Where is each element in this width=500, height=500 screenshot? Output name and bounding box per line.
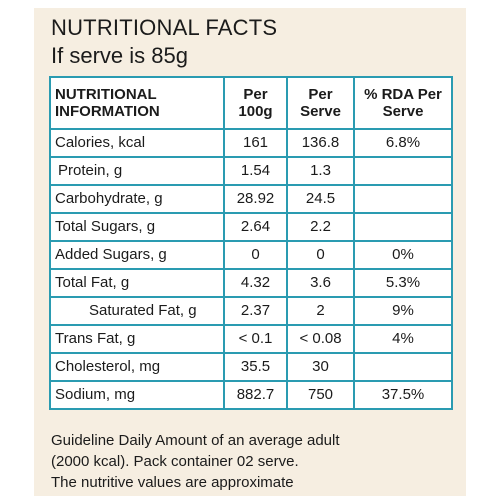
value-per-serve: 2.2 xyxy=(286,212,355,242)
nutrient-name: Sodium, mg xyxy=(49,380,225,410)
table-row: Trans Fat, g < 0.1 < 0.08 4% xyxy=(49,324,453,354)
footnote: Guideline Daily Amount of an average adu… xyxy=(51,430,456,493)
header-nutritional-information: NUTRITIONAL INFORMATION xyxy=(49,76,225,130)
table-row: Total Sugars, g 2.64 2.2 xyxy=(49,212,453,242)
value-per-100g: 28.92 xyxy=(223,184,288,214)
nutrient-name: Protein, g xyxy=(49,156,225,186)
value-per-serve: 30 xyxy=(286,352,355,382)
value-rda: 4% xyxy=(353,324,453,354)
nutrient-name: Cholesterol, mg xyxy=(49,352,225,382)
value-per-serve: 3.6 xyxy=(286,268,355,298)
value-rda: 0% xyxy=(353,240,453,270)
value-per-serve: 0 xyxy=(286,240,355,270)
label-subtitle: If serve is 85g xyxy=(51,43,188,68)
footnote-line: (2000 kcal). Pack container 02 serve. xyxy=(51,453,299,470)
value-per-100g: 35.5 xyxy=(223,352,288,382)
nutrient-name: Added Sugars, g xyxy=(49,240,225,270)
nutrient-name: Trans Fat, g xyxy=(49,324,225,354)
table-row: Sodium, mg 882.7 750 37.5% xyxy=(49,380,453,410)
value-per-serve: < 0.08 xyxy=(286,324,355,354)
nutrient-name: Carbohydrate, g xyxy=(49,184,225,214)
table-row: Added Sugars, g 0 0 0% xyxy=(49,240,453,270)
value-rda xyxy=(353,352,453,382)
value-rda: 37.5% xyxy=(353,380,453,410)
value-per-serve: 1.3 xyxy=(286,156,355,186)
table-row: Protein, g 1.54 1.3 xyxy=(49,156,453,186)
nutrient-name: Total Fat, g xyxy=(49,268,225,298)
footnote-line: Guideline Daily Amount of an average adu… xyxy=(51,432,340,449)
value-per-serve: 136.8 xyxy=(286,128,355,158)
value-rda: 9% xyxy=(353,296,453,326)
value-per-100g: 1.54 xyxy=(223,156,288,186)
value-per-100g: 2.64 xyxy=(223,212,288,242)
value-per-serve: 24.5 xyxy=(286,184,355,214)
value-rda xyxy=(353,156,453,186)
table-row: Carbohydrate, g 28.92 24.5 xyxy=(49,184,453,214)
header-per-100g: Per 100g xyxy=(223,76,288,130)
table-row: Calories, kcal 161 136.8 6.8% xyxy=(49,128,453,158)
value-per-100g: 0 xyxy=(223,240,288,270)
footnote-line: The nutritive values are approximate xyxy=(51,474,294,491)
value-rda xyxy=(353,184,453,214)
nutrient-name: Saturated Fat, g xyxy=(49,296,225,326)
nutrition-label: NUTRITIONAL FACTS If serve is 85g NUTRIT… xyxy=(34,8,466,496)
value-per-100g: 161 xyxy=(223,128,288,158)
header-per-serve: Per Serve xyxy=(286,76,355,130)
table-header-row: NUTRITIONAL INFORMATION Per 100g Per Ser… xyxy=(49,76,453,130)
value-per-serve: 750 xyxy=(286,380,355,410)
table-row: Saturated Fat, g 2.37 2 9% xyxy=(49,296,453,326)
value-per-100g: < 0.1 xyxy=(223,324,288,354)
value-rda: 5.3% xyxy=(353,268,453,298)
table-row: Total Fat, g 4.32 3.6 5.3% xyxy=(49,268,453,298)
nutrient-name: Calories, kcal xyxy=(49,128,225,158)
table-row: Cholesterol, mg 35.5 30 xyxy=(49,352,453,382)
nutrient-name: Total Sugars, g xyxy=(49,212,225,242)
nutrition-table: NUTRITIONAL INFORMATION Per 100g Per Ser… xyxy=(49,76,453,410)
value-per-100g: 4.32 xyxy=(223,268,288,298)
header-rda-per-serve: % RDA Per Serve xyxy=(353,76,453,130)
value-per-100g: 882.7 xyxy=(223,380,288,410)
value-per-serve: 2 xyxy=(286,296,355,326)
label-title: NUTRITIONAL FACTS xyxy=(51,15,278,40)
value-rda xyxy=(353,212,453,242)
value-rda: 6.8% xyxy=(353,128,453,158)
value-per-100g: 2.37 xyxy=(223,296,288,326)
